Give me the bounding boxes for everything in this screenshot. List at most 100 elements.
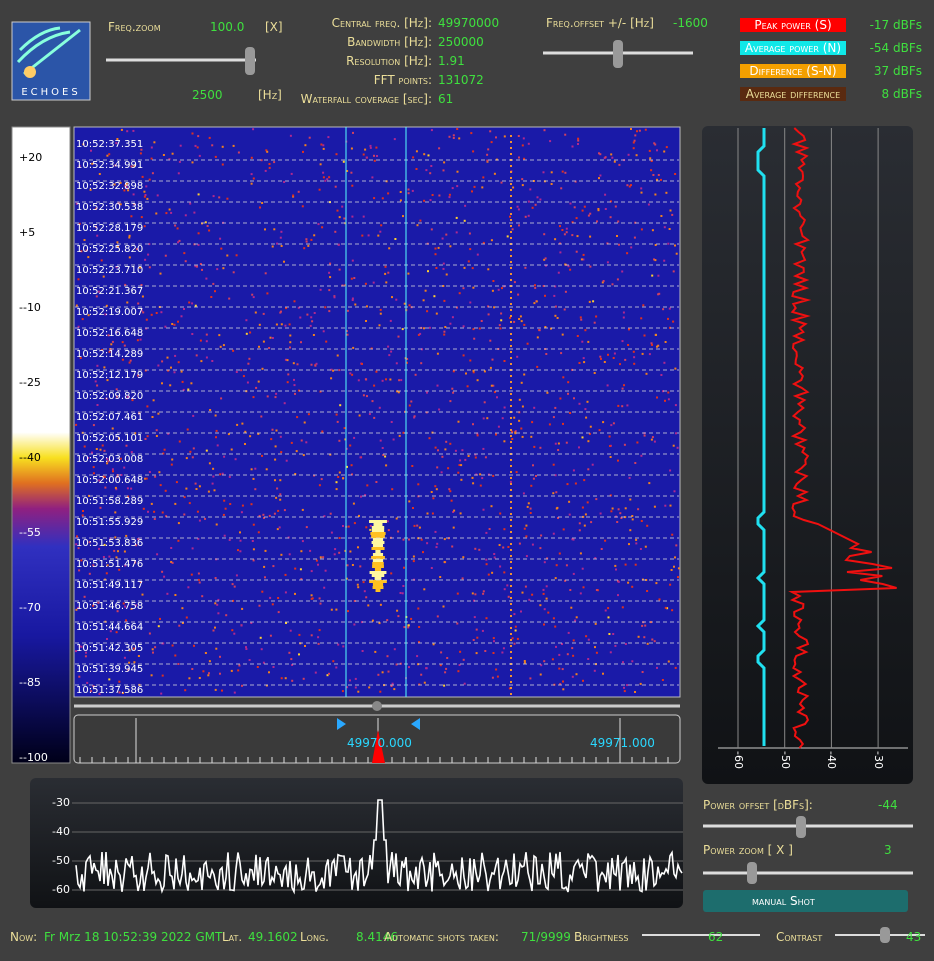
waterfall-dot [467,260,470,263]
waterfall-dot [387,192,390,195]
waterfall-dot [670,569,673,571]
waterfall-dot [171,561,174,564]
waterfall-dot [110,343,113,346]
waterfall-dot [307,244,310,247]
waterfall-dot [356,583,359,586]
waterfall-dot [631,515,634,517]
waterfall-dot [205,333,208,336]
waterfall-dot [640,191,643,194]
waterfall-dot [624,643,627,645]
waterfall-dot [82,510,84,512]
waterfall-dot [397,335,400,338]
waterfall-dot [424,289,427,292]
waterfall-dot [621,270,624,273]
waterfall-dot [645,579,648,581]
waterfall-dot [298,389,300,392]
waterfall-dot [514,629,517,632]
manual-shot-button[interactable] [703,890,908,912]
waterfall-dot [313,234,316,237]
waterfall-dot [225,614,228,617]
waterfall-dot [529,188,532,191]
waterfall-dot [548,423,551,426]
waterfall-dot [373,154,375,157]
waterfall-dot [155,212,158,215]
button-label[interactable]: manual Shot [752,894,815,908]
waterfall-dot [576,235,579,238]
waterfall-dot [198,677,201,679]
waterfall-dot [623,690,626,693]
waterfall-dot [204,517,206,520]
signal [372,538,384,541]
waterfall-dot [328,176,331,179]
waterfall-dot [161,511,164,514]
waterfall-dot [114,511,117,514]
waterfall-dot [134,561,136,564]
waterfall-dot [164,325,167,328]
waterfall-dot [595,498,598,501]
timestamp: 10:52:09.820 [76,391,144,402]
waterfall-dot [398,434,401,437]
waterfall-dot [251,293,254,296]
waterfall-dot [531,543,534,546]
waterfall-dot [595,315,598,318]
waterfall-dot [342,160,345,163]
footer-lat: 49.1602 [248,930,298,944]
waterfall-dot [189,450,192,453]
waterfall-dot [528,598,531,601]
waterfall-dot [283,260,285,263]
waterfall-dot [510,693,512,695]
waterfall-dot [481,477,484,480]
waterfall-dot [536,365,539,368]
waterfall-dot [258,323,261,326]
waterfall-dot [423,588,426,591]
waterfall-dot [489,130,492,133]
unit: [X] [265,20,283,34]
waterfall-dot [533,302,536,305]
waterfall-dot [617,220,620,223]
slider-knob[interactable] [796,816,806,838]
waterfall-dot [189,202,192,205]
waterfall-dot [476,636,479,639]
waterfall-dot [587,658,590,660]
waterfall-dot [482,241,485,244]
waterfall-dot [361,650,364,652]
waterfall-dot [662,308,665,311]
waterfall-dot [274,479,276,482]
slider-knob[interactable] [372,701,382,711]
waterfall-dot [560,352,563,355]
waterfall-dot [661,679,664,681]
waterfall-dot [116,475,119,478]
waterfall-dot [575,250,578,253]
waterfall-dot [290,441,293,444]
waterfall-dot [510,597,512,599]
waterfall-dot [474,456,477,459]
waterfall-dot [550,327,552,330]
waterfall-dot [648,482,651,485]
legend-value: 8 dBFs [881,87,922,101]
waterfall-dot [407,188,410,191]
waterfall-dot [578,446,580,449]
slider-knob[interactable] [613,40,623,68]
waterfall-dot [457,420,460,423]
waterfall-dot [305,240,308,243]
waterfall-dot [214,602,217,605]
signal [371,529,385,532]
waterfall-dot [554,577,557,580]
waterfall-dot [218,334,221,337]
waterfall-dot [343,217,346,220]
waterfall-dot [185,616,188,619]
waterfall-dot [274,396,277,399]
waterfall-dot [368,686,371,689]
slider-knob[interactable] [245,47,255,75]
waterfall-dot [516,637,519,640]
slider-knob[interactable] [880,927,890,943]
waterfall-dot [126,396,129,398]
waterfall-dot [426,310,429,313]
waterfall-dot [640,454,643,457]
waterfall-dot [434,247,437,250]
waterfall-dot [388,354,391,357]
slider-knob[interactable] [747,862,757,884]
waterfall-dot [198,154,201,157]
waterfall-dot [521,144,524,147]
waterfall-dot [240,369,243,372]
